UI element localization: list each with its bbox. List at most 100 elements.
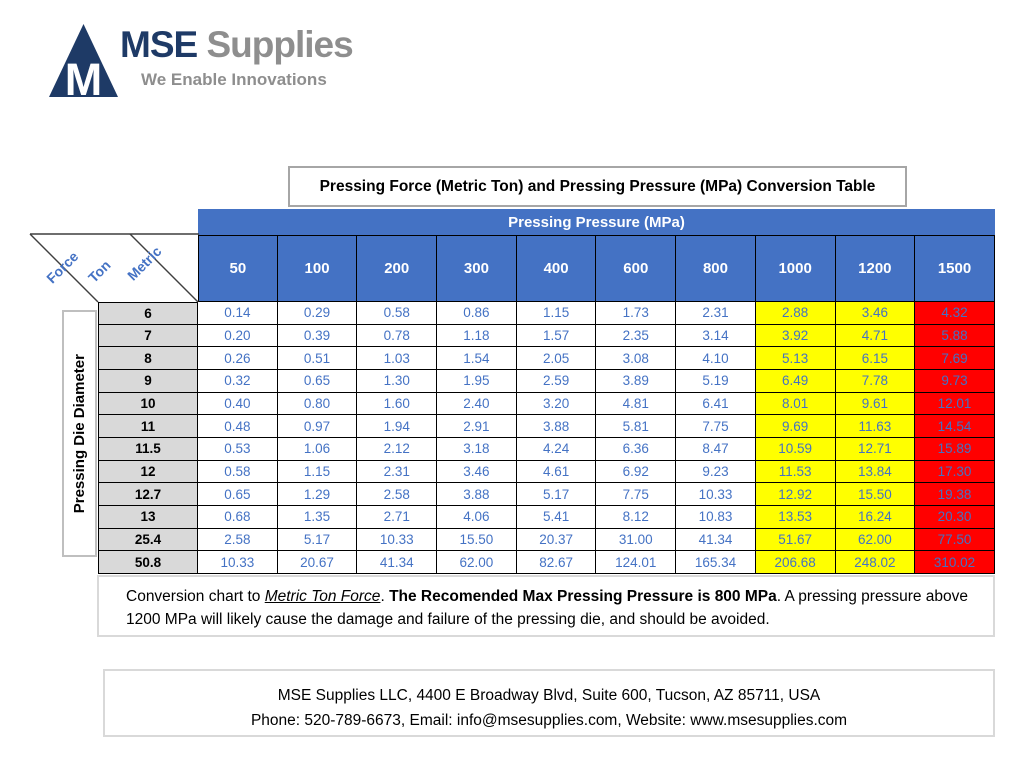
value-cell: 2.58 bbox=[198, 528, 278, 552]
value-cell: 2.35 bbox=[596, 324, 677, 348]
value-cell: 4.61 bbox=[516, 460, 597, 484]
value-cell: 12.01 bbox=[915, 392, 995, 416]
value-cell: 77.50 bbox=[915, 528, 995, 552]
value-cell: 5.17 bbox=[277, 528, 358, 552]
value-cell: 10.33 bbox=[198, 551, 278, 574]
value-cell: 6.49 bbox=[755, 369, 836, 393]
value-cell: 2.88 bbox=[755, 302, 836, 325]
value-cell: 4.10 bbox=[676, 347, 756, 370]
row-header: 8 bbox=[98, 347, 198, 370]
value-cell: 1.30 bbox=[357, 369, 438, 393]
value-cell: 0.51 bbox=[277, 347, 358, 370]
value-cell: 0.40 bbox=[198, 392, 278, 416]
value-cell: 9.73 bbox=[915, 369, 995, 393]
value-cell: 2.91 bbox=[437, 415, 517, 438]
value-cell: 41.34 bbox=[357, 551, 438, 574]
value-cell: 5.17 bbox=[516, 483, 597, 506]
value-cell: 1.95 bbox=[437, 369, 517, 393]
value-cell: 0.48 bbox=[198, 415, 278, 438]
value-cell: 15.50 bbox=[835, 483, 916, 506]
brand-wordmark: MSE Supplies bbox=[120, 24, 354, 66]
value-cell: 10.83 bbox=[676, 505, 756, 529]
mse-logo-triangle-icon: M bbox=[49, 24, 118, 98]
value-cell: 3.46 bbox=[437, 460, 517, 484]
value-cell: 9.23 bbox=[676, 460, 756, 484]
value-cell: 31.00 bbox=[596, 528, 677, 552]
value-cell: 3.08 bbox=[596, 347, 677, 370]
value-cell: 11.53 bbox=[755, 460, 836, 484]
value-cell: 3.14 bbox=[676, 324, 756, 348]
row-header: 25.4 bbox=[98, 528, 198, 552]
value-cell: 2.12 bbox=[357, 437, 438, 461]
value-cell: 10.33 bbox=[676, 483, 756, 506]
pressure-band: Pressing Pressure (MPa) bbox=[198, 209, 995, 235]
value-cell: 16.24 bbox=[835, 505, 916, 529]
brand-tagline: We Enable Innovations bbox=[141, 70, 327, 89]
value-cell: 4.32 bbox=[915, 302, 995, 325]
value-cell: 3.92 bbox=[755, 324, 836, 348]
value-cell: 8.01 bbox=[755, 392, 836, 416]
value-cell: 3.88 bbox=[437, 483, 517, 506]
value-cell: 1.60 bbox=[357, 392, 438, 416]
value-cell: 15.50 bbox=[437, 528, 517, 552]
row-header: 12.7 bbox=[98, 483, 198, 506]
value-cell: 11.63 bbox=[835, 415, 916, 438]
value-cell: 0.65 bbox=[198, 483, 278, 506]
value-cell: 8.12 bbox=[596, 505, 677, 529]
value-cell: 5.41 bbox=[516, 505, 597, 529]
value-cell: 4.24 bbox=[516, 437, 597, 461]
value-cell: 0.65 bbox=[277, 369, 358, 393]
value-cell: 165.34 bbox=[676, 551, 756, 574]
col-header: 600 bbox=[596, 235, 677, 302]
value-cell: 1.18 bbox=[437, 324, 517, 348]
value-cell: 10.59 bbox=[755, 437, 836, 461]
address-line2: Phone: 520-789-6673, Email: info@msesupp… bbox=[250, 712, 848, 729]
value-cell: 4.06 bbox=[437, 505, 517, 529]
value-cell: 0.39 bbox=[277, 324, 358, 348]
value-cell: 1.54 bbox=[437, 347, 517, 370]
value-cell: 14.54 bbox=[915, 415, 995, 438]
value-cell: 3.88 bbox=[516, 415, 597, 438]
value-cell: 9.61 bbox=[835, 392, 916, 416]
row-axis-label-box: Pressing Die Diameter bbox=[62, 310, 97, 557]
row-header: 6 bbox=[98, 302, 198, 325]
value-cell: 0.68 bbox=[198, 505, 278, 529]
col-header: 200 bbox=[357, 235, 438, 302]
value-cell: 1.03 bbox=[357, 347, 438, 370]
value-cell: 0.86 bbox=[437, 302, 517, 325]
row-header: 10 bbox=[98, 392, 198, 416]
value-cell: 4.81 bbox=[596, 392, 677, 416]
value-cell: 6.15 bbox=[835, 347, 916, 370]
value-cell: 6.36 bbox=[596, 437, 677, 461]
note-italic: Metric Ton Force bbox=[264, 588, 381, 605]
col-header: 1500 bbox=[915, 235, 995, 302]
value-cell: 13.84 bbox=[835, 460, 916, 484]
value-cell: 1.57 bbox=[516, 324, 597, 348]
value-cell: 0.58 bbox=[357, 302, 438, 325]
value-cell: 5.13 bbox=[755, 347, 836, 370]
value-cell: 1.15 bbox=[277, 460, 358, 484]
value-cell: 3.89 bbox=[596, 369, 677, 393]
value-cell: 0.29 bbox=[277, 302, 358, 325]
address-box: MSE Supplies LLC, 4400 E Broadway Blvd, … bbox=[103, 669, 995, 737]
value-cell: 0.53 bbox=[198, 437, 278, 461]
value-cell: 2.31 bbox=[676, 302, 756, 325]
value-cell: 9.69 bbox=[755, 415, 836, 438]
value-cell: 1.06 bbox=[277, 437, 358, 461]
note-box: Conversion chart to Metric Ton Force. Th… bbox=[97, 575, 995, 637]
row-header: 50.8 bbox=[98, 551, 198, 574]
value-cell: 2.40 bbox=[437, 392, 517, 416]
corner-label-ton: Ton bbox=[85, 257, 114, 286]
row-header: 13 bbox=[98, 505, 198, 529]
value-cell: 1.35 bbox=[277, 505, 358, 529]
value-cell: 124.01 bbox=[596, 551, 677, 574]
value-cell: 6.92 bbox=[596, 460, 677, 484]
value-cell: 248.02 bbox=[835, 551, 916, 574]
logo-letter: M bbox=[65, 54, 103, 98]
row-axis-label: Pressing Die Diameter bbox=[71, 353, 88, 514]
col-header: 800 bbox=[676, 235, 756, 302]
value-cell: 2.71 bbox=[357, 505, 438, 529]
address-line1: MSE Supplies LLC, 4400 E Broadway Blvd, … bbox=[277, 687, 821, 704]
value-cell: 1.15 bbox=[516, 302, 597, 325]
value-cell: 5.19 bbox=[676, 369, 756, 393]
